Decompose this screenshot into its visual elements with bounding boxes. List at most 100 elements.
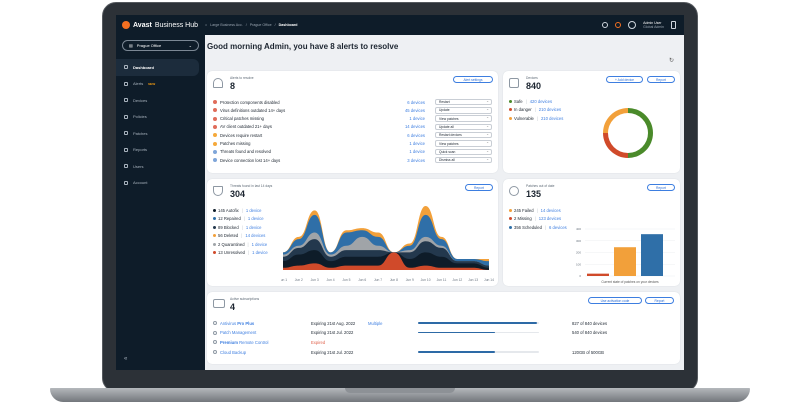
logo-brand: Avast <box>133 21 152 29</box>
subscription-icon <box>213 350 217 355</box>
alert-devices-link[interactable]: 1 device <box>409 116 425 122</box>
x-tick-label: Jun 13 <box>468 278 478 282</box>
use-activation-code-button[interactable]: Use activation code <box>588 297 642 304</box>
legend-link[interactable]: 1 device <box>251 241 268 247</box>
legend-link[interactable]: 1 device <box>245 208 262 213</box>
alert-devices-link[interactable]: 6 devices <box>407 99 425 105</box>
alert-status-icon <box>213 158 217 163</box>
donut-slice <box>628 108 653 158</box>
user-info[interactable]: Admin User Global Admin <box>643 21 664 29</box>
subscription-usage-bar <box>418 322 539 324</box>
legend-dot <box>213 217 216 221</box>
collapse-sidebar-icon[interactable]: « <box>124 356 128 362</box>
breadcrumb-account[interactable]: Large Business Acc. <box>210 23 243 27</box>
btn-label: Report <box>656 77 666 82</box>
sub-name-text: Antivirus <box>220 320 237 326</box>
x-tick-label: Jun 7 <box>374 278 382 282</box>
subscriptions-report-button[interactable]: Report <box>645 297 674 304</box>
alert-devices-link[interactable]: 1 device <box>409 141 425 146</box>
add-device-button[interactable]: + Add device <box>606 76 643 83</box>
sidebar-item-account[interactable]: Account <box>116 175 199 192</box>
breadcrumb: ⌂ Large Business Acc. / Prague Office / Da… <box>205 23 298 27</box>
sidebar-item-dashboard[interactable]: Dashboard <box>116 59 199 76</box>
sidebar-item-alerts[interactable]: Alerts NEW <box>116 76 199 93</box>
subscription-usage: 827 of 840 devices <box>572 320 608 326</box>
avatar[interactable] <box>628 21 637 29</box>
x-tick-label: Jun 9 <box>406 278 414 282</box>
subscriptions-count: 4 <box>230 302 236 312</box>
devices-label: Devices <box>526 76 538 80</box>
notifications-icon[interactable] <box>615 22 622 28</box>
sidebar-item-users[interactable]: Users <box>116 158 199 175</box>
subscription-multiple-link[interactable]: Multiple <box>368 320 383 326</box>
alert-settings-button[interactable]: Alert settings <box>453 76 493 83</box>
subscription-name-link[interactable]: Cloud Backup <box>220 350 246 355</box>
devices-icon[interactable] <box>671 21 676 29</box>
alert-text: Device connection lost 14+ days <box>220 157 281 163</box>
legend-link[interactable]: 1 device <box>245 224 262 230</box>
legend-item: 13 Unresolved | 1 device <box>213 250 268 255</box>
alert-devices-link[interactable]: 3 devices <box>407 157 425 163</box>
refresh-icon[interactable]: ↻ <box>669 58 675 64</box>
y-tick-label: 0 <box>579 274 581 278</box>
patches-report-button[interactable]: Report <box>647 184 675 191</box>
legend-link[interactable]: 1 device <box>252 250 268 255</box>
alert-devices-link[interactable]: 1 device <box>409 149 425 155</box>
devices-donut-chart <box>603 108 653 158</box>
alert-status-icon <box>213 100 217 104</box>
breadcrumb-current: Dashboard <box>278 23 298 27</box>
legend-link[interactable]: 14 devices <box>540 208 561 213</box>
subscription-usage-bar <box>418 331 539 334</box>
laptop-base <box>50 388 750 402</box>
alert-action-select[interactable]: Update all <box>435 123 492 131</box>
alert-action-select[interactable]: Restart <box>435 98 492 106</box>
subscription-name-link[interactable]: Patch Management <box>220 330 256 335</box>
sidebar-item-reports[interactable]: Reports <box>116 142 199 159</box>
devices-report-button[interactable]: Report <box>647 76 675 83</box>
logo[interactable]: Avast Business Hub <box>116 21 205 29</box>
threats-report-button[interactable]: Report <box>465 184 493 191</box>
alert-action-select[interactable]: Update <box>435 107 492 114</box>
subscription-name-link[interactable]: Antivirus Pro Plus <box>220 321 254 326</box>
subscriptions-card: Active subscriptions 4 Use activation co… <box>207 292 680 364</box>
sidebar-item-policies[interactable]: Policies <box>116 109 199 126</box>
legend-link[interactable]: 210 devices <box>538 107 562 113</box>
alerts-label: Alerts to resolve <box>230 76 254 80</box>
legend-link[interactable]: 1 device <box>247 216 264 222</box>
legend-label: 245 Failed <box>514 208 534 213</box>
legend-item: Safe | 420 devices <box>509 99 552 104</box>
legend-item: 89 Blocked | 1 device <box>213 225 261 230</box>
legend-link[interactable]: 210 devices <box>540 115 564 121</box>
alert-devices-link[interactable]: 6 devices <box>407 132 425 138</box>
sidebar-item-patches[interactable]: Patches <box>116 125 199 142</box>
breadcrumb-office[interactable]: Prague Office <box>249 23 272 27</box>
alert-devices-link[interactable]: 45 devices <box>404 107 425 113</box>
threats-area-chart: Jun 1 Jun 2 Jun 3 Jun 4 Jun 5 Jun 6 Jun 7 Jun 8… <box>281 206 494 282</box>
patches-card: Patches out of date 135 Report 245 Faile… <box>503 179 680 286</box>
legend-link[interactable]: 420 devices <box>529 99 553 104</box>
x-tick-label: Jun 2 <box>295 278 303 282</box>
user-icon <box>124 164 128 169</box>
alert-action-select[interactable]: View patches <box>435 140 492 147</box>
alert-row: Devices require restart 6 devices Restar… <box>213 131 493 139</box>
legend-label: 13 Unresolved <box>218 250 246 255</box>
alert-action-select[interactable]: Dismiss all <box>435 156 492 164</box>
alert-action-select[interactable]: Quick scan <box>435 148 492 156</box>
alert-action-select[interactable]: Restart devices <box>435 131 492 139</box>
alert-devices-link[interactable]: 14 devices <box>404 124 425 130</box>
alert-action-value: Update <box>439 108 450 113</box>
alert-action-select[interactable]: View patches <box>435 115 492 122</box>
legend-link[interactable]: 123 devices <box>538 216 562 222</box>
x-tick-label: Jun 10 <box>421 278 431 282</box>
legend-link[interactable]: 6 devices <box>549 224 567 230</box>
legend-label: 89 Blocked <box>218 224 239 230</box>
legend-link[interactable]: 14 devices <box>245 233 266 239</box>
subscription-name-link[interactable]: Premium Remote Control <box>220 340 268 345</box>
gear-icon[interactable] <box>602 22 609 28</box>
legend-dot <box>213 242 216 246</box>
legend-dot <box>213 209 216 212</box>
office-selector[interactable]: ▤ Prague Office ⌄ <box>122 40 199 51</box>
y-tick-label: 400 <box>576 227 581 231</box>
sidebar-item-devices[interactable]: Devices <box>116 92 199 109</box>
nav-label: Account <box>133 180 148 186</box>
